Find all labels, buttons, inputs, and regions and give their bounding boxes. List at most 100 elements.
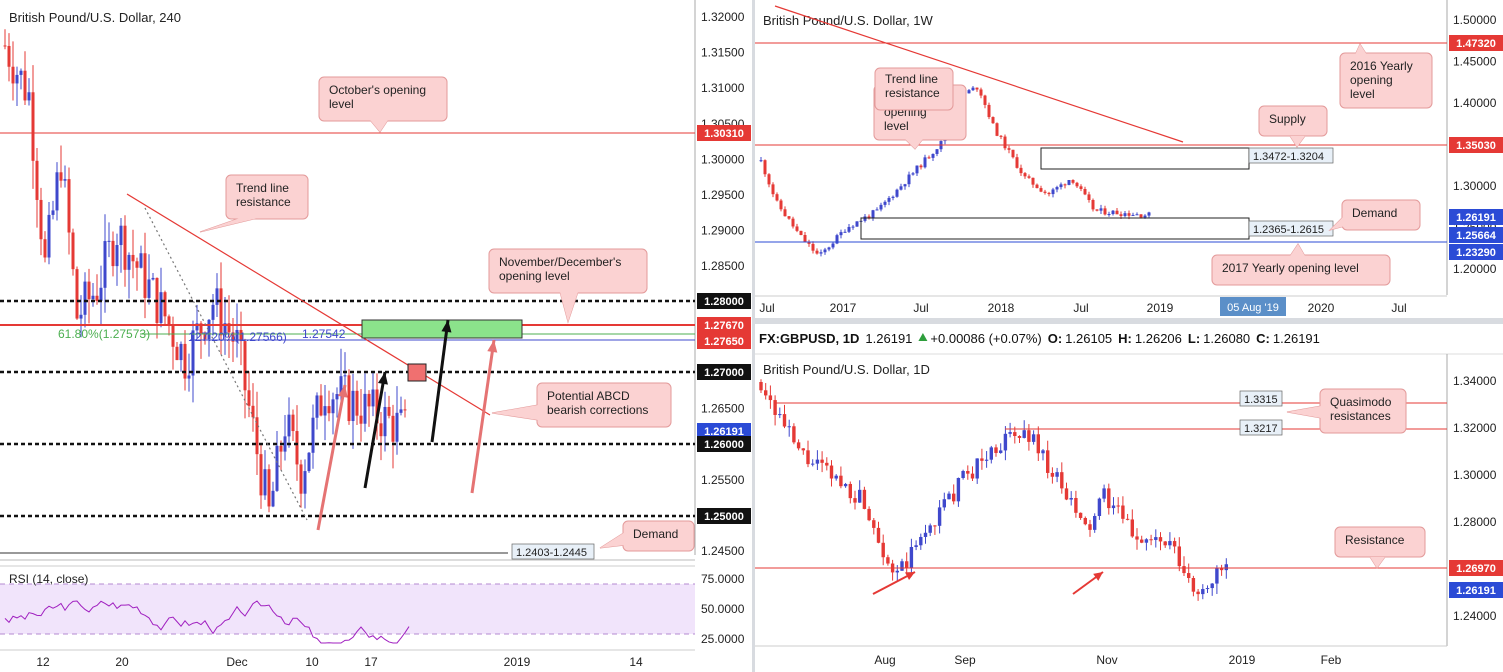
d1-y-tick: 1.30000	[1453, 468, 1497, 482]
w1-candle	[1031, 177, 1035, 185]
d1-y-tick: 1.24000	[1453, 609, 1497, 623]
d1-candle	[1215, 567, 1219, 584]
d1-candle	[980, 458, 984, 461]
d1-candle	[815, 459, 820, 464]
w1-candle	[867, 216, 871, 218]
w1-y-tick: 1.30000	[1453, 179, 1497, 193]
d1-candle	[811, 463, 815, 465]
d1-x-tick: Aug	[874, 653, 895, 667]
daily-chart-svg[interactable]: FX:GBPUSD, 1D 1.26191 +0.00086 (+0.07%) O: 1…	[755, 324, 1503, 672]
w1-callout-demand-box	[1341, 199, 1421, 231]
h4-callout-abcd-box	[536, 382, 672, 428]
h4-candle	[79, 314, 83, 319]
h4-candle	[191, 330, 195, 376]
w1-callout-2017-text-0: 2017 Yearly opening level	[1222, 261, 1359, 275]
d1-candle	[876, 527, 881, 543]
w1-candle	[903, 184, 907, 187]
d1-price-label-1: 1.26191	[1456, 585, 1496, 597]
h4-candle	[55, 172, 59, 211]
d1-price-label-0: 1.26970	[1456, 563, 1496, 575]
h4-callout-novdec-text-0: November/December's	[499, 255, 621, 269]
w1-candle	[907, 174, 911, 185]
d1-candle	[905, 561, 909, 569]
h4-candle	[99, 287, 103, 301]
h4-candle	[107, 240, 111, 242]
d1-candle	[1060, 472, 1064, 489]
h4-price-label-6-bg	[697, 436, 751, 452]
h4-callout-demand-text-0: Demand	[633, 527, 678, 541]
h4-price-label-2-bg	[697, 317, 751, 333]
h4-y-tick: 1.24500	[701, 544, 745, 558]
w1-candle	[767, 174, 771, 185]
h4-candle	[367, 393, 371, 407]
d1-l: 1.26080	[1203, 331, 1250, 346]
h4-candle	[379, 423, 383, 437]
weekly-chart-panel[interactable]: British Pound/U.S. Dollar, 1W 1.50000 1.45…	[755, 0, 1503, 318]
h4-price-label-4: 1.27000	[704, 367, 744, 379]
d1-candle	[966, 471, 970, 474]
d1-price-label-0-bg	[1449, 560, 1503, 576]
w1-x-tick: Jul	[759, 301, 774, 315]
w1-callout-supply-tail-cover	[1290, 136, 1305, 147]
d1-qm-label-2: 1.3217	[1244, 423, 1278, 435]
h4-candle	[135, 261, 139, 268]
h4-x-tick: 2019	[504, 655, 531, 669]
w1-candle	[979, 89, 983, 96]
h4-candle	[243, 341, 247, 391]
w1-title: British Pound/U.S. Dollar, 1W	[763, 13, 934, 28]
h4-x-tick: 17	[364, 655, 378, 669]
d1-candle	[1154, 537, 1158, 540]
w1-candle	[1111, 210, 1115, 215]
w1-price-label-0-bg	[1449, 35, 1503, 51]
d1-candle	[1111, 505, 1116, 509]
h4-candle	[275, 445, 279, 491]
h4-candle	[263, 469, 267, 496]
h4-red-box	[407, 363, 427, 382]
w1-candle	[1139, 214, 1143, 218]
w1-candle	[1035, 184, 1039, 189]
w1-x-highlight: 05 Aug '19	[1227, 302, 1279, 314]
w1-callout-2018-tail-cover	[905, 139, 923, 149]
d1-candle	[970, 473, 975, 479]
w1-candle	[787, 216, 791, 219]
w1-candle	[967, 90, 971, 94]
w1-price-label-2-bg	[1449, 209, 1503, 225]
weekly-chart-svg[interactable]: British Pound/U.S. Dollar, 1W 1.50000 1.45…	[755, 0, 1503, 318]
h4-price-label-0-bg	[697, 125, 751, 141]
panel-divider-horizontal[interactable]	[755, 318, 1503, 324]
d1-candle	[825, 462, 829, 466]
w1-candle	[1103, 208, 1107, 215]
w1-candle	[1095, 209, 1099, 211]
h4-price-label-6: 1.26000	[704, 439, 744, 451]
w1-candle	[1075, 182, 1079, 187]
h4-chart-panel[interactable]: British Pound/U.S. Dollar, 240 1.32000 1.3…	[0, 0, 752, 672]
d1-candle	[1078, 512, 1083, 518]
h4-candle	[207, 319, 211, 340]
w1-x-tick: 2019	[1147, 301, 1174, 315]
d1-callout-resistance-text-0: Resistance	[1345, 533, 1405, 547]
d1-candle	[947, 493, 951, 500]
h4-y-tick: 1.25500	[701, 473, 745, 487]
d1-candle	[867, 508, 871, 521]
d1-candle	[1031, 434, 1036, 442]
d1-callout-qm-tail-cover	[1287, 406, 1321, 418]
h4-candle	[23, 70, 27, 101]
panel-divider-vertical[interactable]	[752, 0, 755, 672]
w1-candle	[1071, 180, 1075, 183]
h4-callout-october-text-1: level	[329, 97, 354, 111]
h4-arrow-black-1	[363, 371, 387, 489]
w1-candle	[771, 184, 775, 195]
h4-candle	[167, 316, 171, 326]
h4-candle	[295, 431, 299, 465]
d1-candle	[1191, 578, 1196, 592]
daily-chart-panel[interactable]: FX:GBPUSD, 1D 1.26191 +0.00086 (+0.07%) O: 1…	[755, 324, 1503, 672]
w1-candle	[915, 165, 919, 174]
w1-candle	[983, 95, 987, 105]
d1-candle	[778, 414, 782, 416]
d1-candle	[1041, 450, 1045, 454]
h4-candle	[195, 323, 199, 331]
h4-arrow-black-2	[430, 319, 450, 443]
d1-candle	[1046, 450, 1050, 473]
h4-chart-svg[interactable]: British Pound/U.S. Dollar, 240 1.32000 1.3…	[0, 0, 752, 672]
h4-candle	[95, 295, 99, 301]
